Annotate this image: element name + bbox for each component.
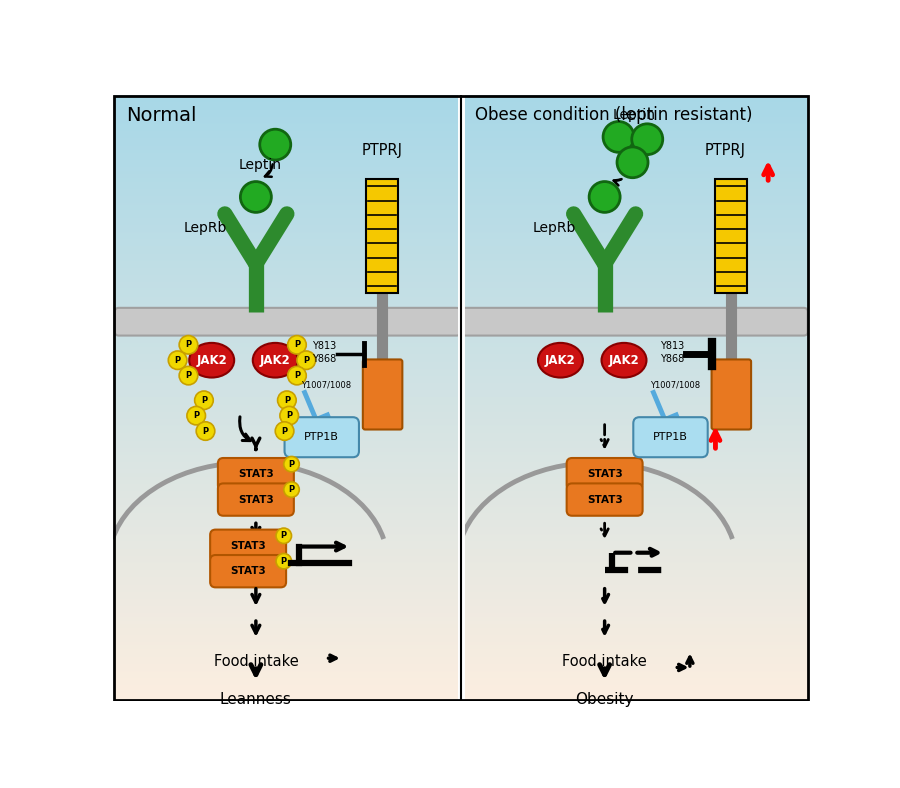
Circle shape (196, 422, 215, 440)
Text: P: P (289, 485, 294, 494)
Circle shape (590, 181, 620, 213)
Text: Food intake: Food intake (562, 654, 647, 669)
FancyBboxPatch shape (211, 530, 286, 562)
Text: PTP1B: PTP1B (653, 432, 688, 442)
Text: P: P (175, 355, 181, 365)
Text: JAK2: JAK2 (608, 354, 639, 366)
Text: STAT3: STAT3 (238, 469, 274, 479)
Text: P: P (194, 411, 199, 420)
Text: Y868: Y868 (311, 354, 336, 364)
Text: P: P (185, 340, 192, 349)
Circle shape (277, 391, 296, 410)
Text: JAK2: JAK2 (260, 354, 291, 366)
Circle shape (617, 147, 648, 178)
Circle shape (276, 528, 292, 544)
FancyBboxPatch shape (218, 458, 293, 490)
Text: STAT3: STAT3 (230, 567, 266, 576)
Ellipse shape (189, 343, 234, 377)
Polygon shape (715, 179, 747, 293)
Text: JAK2: JAK2 (545, 354, 576, 366)
Circle shape (284, 482, 300, 497)
Text: STAT3: STAT3 (587, 469, 623, 479)
Text: P: P (282, 426, 288, 436)
Text: PTPRJ: PTPRJ (362, 143, 402, 158)
Text: P: P (281, 531, 287, 541)
FancyBboxPatch shape (211, 555, 286, 587)
Text: P: P (185, 371, 192, 380)
Circle shape (288, 366, 306, 385)
FancyBboxPatch shape (634, 417, 707, 457)
Text: Y868: Y868 (661, 354, 685, 364)
Text: Obese condition (leptin resistant): Obese condition (leptin resistant) (475, 106, 752, 125)
FancyBboxPatch shape (567, 458, 643, 490)
FancyBboxPatch shape (115, 308, 461, 336)
Polygon shape (366, 179, 399, 293)
FancyBboxPatch shape (462, 308, 807, 336)
Text: LepRb: LepRb (533, 221, 576, 235)
Circle shape (187, 407, 205, 425)
Circle shape (179, 366, 198, 385)
Circle shape (284, 456, 300, 472)
Text: P: P (303, 355, 310, 365)
Text: PTP1B: PTP1B (304, 432, 339, 442)
Text: STAT3: STAT3 (230, 541, 266, 551)
Text: P: P (294, 371, 300, 380)
Text: LepRb: LepRb (184, 221, 227, 235)
Circle shape (194, 391, 213, 410)
Text: Obesity: Obesity (575, 693, 634, 708)
Text: Y1007/1008: Y1007/1008 (650, 380, 699, 389)
Text: P: P (289, 459, 294, 469)
Text: STAT3: STAT3 (238, 495, 274, 504)
Text: Food intake: Food intake (213, 654, 298, 669)
Text: STAT3: STAT3 (587, 495, 623, 504)
FancyBboxPatch shape (363, 359, 402, 429)
Text: Y813: Y813 (661, 340, 685, 351)
Text: P: P (284, 396, 290, 405)
Text: Leptin: Leptin (613, 107, 655, 121)
Text: JAK2: JAK2 (196, 354, 227, 366)
Circle shape (280, 407, 299, 425)
Text: P: P (202, 426, 209, 436)
Text: Leanness: Leanness (220, 693, 292, 708)
Circle shape (603, 121, 634, 152)
Text: PTPRJ: PTPRJ (704, 143, 745, 158)
Circle shape (275, 422, 293, 440)
Circle shape (297, 351, 316, 370)
FancyBboxPatch shape (567, 483, 643, 516)
Circle shape (179, 336, 198, 354)
FancyBboxPatch shape (712, 359, 751, 429)
Text: Y1007/1008: Y1007/1008 (301, 380, 351, 389)
Ellipse shape (538, 343, 583, 377)
Text: P: P (294, 340, 300, 349)
FancyBboxPatch shape (284, 417, 359, 457)
Text: Y813: Y813 (311, 340, 336, 351)
Ellipse shape (253, 343, 298, 377)
Text: P: P (201, 396, 207, 405)
FancyBboxPatch shape (218, 483, 293, 516)
Ellipse shape (601, 343, 646, 377)
Text: Leptin: Leptin (238, 158, 281, 172)
Text: Normal: Normal (126, 106, 197, 125)
Circle shape (632, 124, 662, 154)
Circle shape (240, 181, 272, 213)
Circle shape (260, 129, 291, 160)
Circle shape (288, 336, 306, 354)
Text: P: P (286, 411, 292, 420)
Circle shape (276, 553, 292, 569)
Text: P: P (281, 556, 287, 566)
Circle shape (168, 351, 187, 370)
